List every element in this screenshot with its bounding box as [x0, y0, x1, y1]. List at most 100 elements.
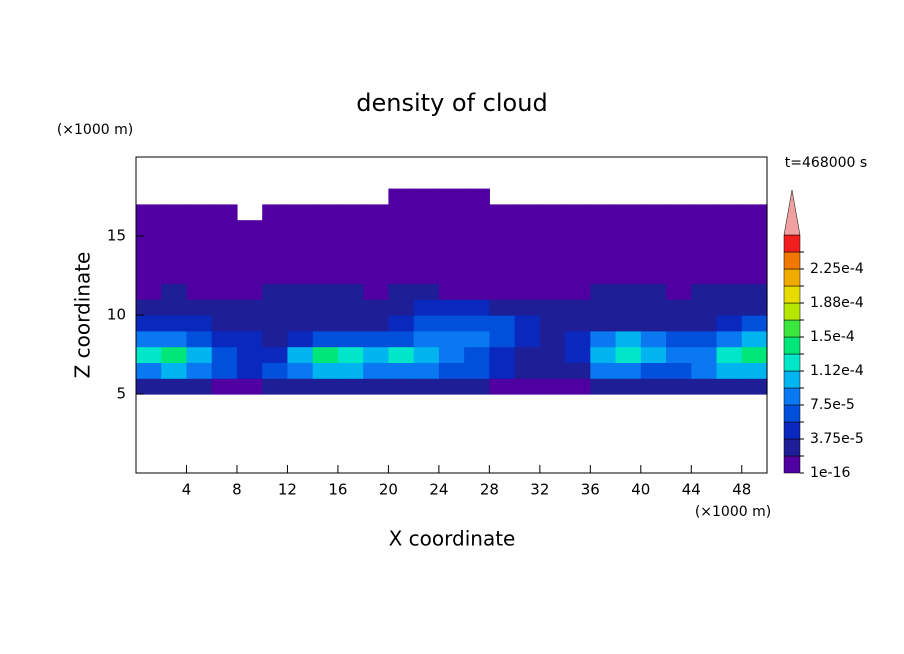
contour-cell — [388, 251, 415, 269]
contour-cell — [161, 362, 188, 379]
contour-cell — [615, 220, 642, 237]
contour-cell — [186, 283, 213, 300]
contour-cell — [388, 346, 415, 363]
contour-cell — [211, 315, 238, 332]
contour-cell — [388, 315, 415, 332]
contour-cell — [741, 378, 768, 395]
contour-cell — [236, 346, 263, 363]
contour-cell — [413, 204, 440, 221]
contour-cell — [287, 299, 314, 316]
contour-cell — [337, 378, 364, 395]
contour-cell — [464, 251, 490, 269]
colorbar-band — [783, 285, 801, 304]
contour-cell — [514, 267, 541, 284]
contour-cell — [262, 251, 289, 269]
contour-cell — [136, 283, 162, 300]
contour-cell — [413, 188, 440, 205]
x-tick-label: 24 — [429, 481, 448, 499]
colorbar-band — [783, 268, 801, 287]
x-tick-label: 28 — [480, 481, 499, 499]
contour-cell — [337, 283, 364, 300]
contour-cell — [287, 267, 314, 284]
contour-cell — [236, 236, 263, 253]
contour-cell — [565, 220, 591, 237]
contour-cell — [186, 315, 213, 332]
contour-cell — [287, 283, 314, 300]
colorbar-band — [783, 234, 801, 253]
x-axis-label: X coordinate — [389, 527, 516, 551]
contour-cell — [514, 299, 541, 316]
contour-cell — [615, 330, 642, 348]
contour-cell — [590, 362, 617, 379]
contour-cell — [615, 204, 642, 221]
contour-cell — [413, 378, 440, 395]
contour-cell — [590, 315, 617, 332]
contour-cell — [161, 220, 188, 237]
contour-cell — [666, 346, 692, 363]
colorbar-band — [783, 353, 801, 372]
contour-cell — [211, 362, 238, 379]
x-tick-label: 8 — [232, 481, 242, 499]
colorbar-band — [783, 438, 801, 457]
contour-cell — [590, 267, 617, 284]
contour-cell — [186, 236, 213, 253]
colorbar-extend — [783, 189, 801, 236]
contour-cell — [691, 220, 718, 237]
contour-cell — [590, 330, 617, 348]
contour-cell — [413, 315, 440, 332]
contour-cell — [211, 251, 238, 269]
contour-cell — [565, 346, 591, 363]
contour-cell — [363, 236, 389, 253]
contour-cell — [186, 220, 213, 237]
colorbar-label: 3.75e-5 — [810, 431, 864, 447]
contour-cell — [565, 251, 591, 269]
x-unit: (×1000 m) — [695, 504, 771, 520]
colorbar-band — [783, 404, 801, 423]
contour-cell — [666, 251, 692, 269]
contour-cell — [236, 267, 263, 284]
contour-cell — [388, 362, 415, 379]
contour-cell — [161, 267, 188, 284]
contour-cell — [211, 330, 238, 348]
contour-cell — [539, 267, 566, 284]
x-tick-label: 12 — [278, 481, 297, 499]
contour-cell — [262, 220, 289, 237]
contour-cell — [640, 204, 667, 221]
contour-cell — [287, 378, 314, 395]
contour-cell — [464, 236, 490, 253]
contour-cell — [590, 220, 617, 237]
contour-cell — [640, 299, 667, 316]
contour-cell — [489, 220, 516, 237]
x-tick-label: 4 — [182, 481, 192, 499]
contour-cell — [161, 236, 188, 253]
contour-cell — [691, 204, 718, 221]
contour-cell — [186, 267, 213, 284]
contour-cell — [136, 299, 162, 316]
contour-cell — [464, 362, 490, 379]
contour-cell — [514, 251, 541, 269]
y-tick-label: 15 — [107, 227, 126, 245]
contour-cell — [262, 378, 289, 395]
contour-cell — [539, 299, 566, 316]
contour-cell — [565, 204, 591, 221]
x-tick-label: 20 — [379, 481, 398, 499]
contour-cell — [539, 236, 566, 253]
contour-cell — [363, 220, 389, 237]
contour-cell — [615, 283, 642, 300]
contour-cell — [741, 220, 768, 237]
contour-cell — [640, 315, 667, 332]
contour-cell — [666, 362, 692, 379]
contour-cell — [287, 236, 314, 253]
colorbar-band — [783, 319, 801, 338]
contour-cell — [590, 204, 617, 221]
y-axis-label: Z coordinate — [71, 252, 95, 379]
contour-cell — [211, 236, 238, 253]
contour-cell — [716, 251, 743, 269]
contour-cell — [590, 299, 617, 316]
contour-cell — [464, 267, 490, 284]
contour-cell — [741, 236, 768, 253]
contour-cell — [312, 346, 339, 363]
contour-cell — [236, 283, 263, 300]
contour-cell — [236, 362, 263, 379]
